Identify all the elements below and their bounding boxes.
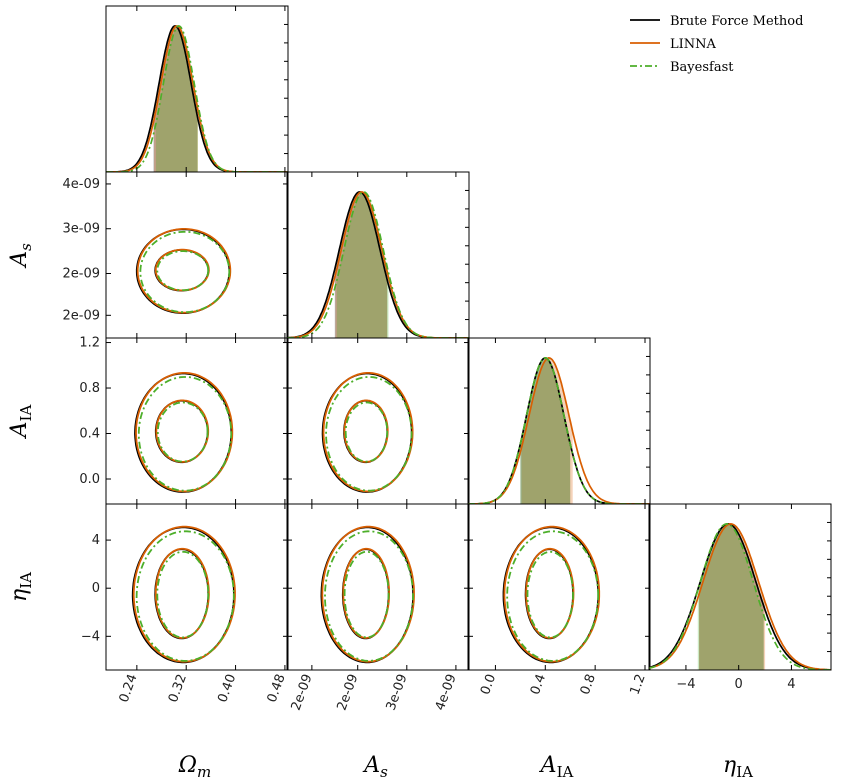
- x-tick-label: 4: [787, 677, 795, 692]
- legend-label-0: Brute Force Method: [670, 14, 803, 29]
- y-tick-label: 0: [92, 581, 100, 596]
- x-axis-label-1: As: [362, 753, 388, 781]
- contour-95-bayesfast-1-0: [139, 230, 231, 314]
- contour-68-bayesfast-1-0: [156, 250, 210, 291]
- y-axis-label-3: ηIA: [7, 572, 35, 602]
- marginal-brute-force-method-0: [106, 25, 288, 172]
- band-bayesfast-1: [336, 191, 389, 338]
- y-tick-label: 2e-09: [62, 308, 100, 323]
- panel-3-0: [105, 503, 289, 671]
- y-tick-label: 2e-09: [62, 267, 100, 282]
- legend-label-2: Bayesfast: [670, 60, 734, 75]
- panel-frame: [286, 503, 470, 671]
- panel-1-0: [105, 171, 289, 339]
- y-tick-label: 0.8: [79, 381, 100, 396]
- x-axis-label-0: Ωm: [178, 753, 211, 781]
- marginal-bayesfast-0: [106, 24, 288, 172]
- band-bayesfast-0: [156, 25, 198, 172]
- marginal-bayesfast-1: [287, 191, 469, 338]
- y-tick-label: 3e-09: [62, 222, 100, 237]
- contour-95-bayesfast-3-1: [324, 530, 414, 662]
- x-tick-label: 0.0: [478, 672, 499, 697]
- contour-68-bayesfast-2-1: [344, 401, 389, 463]
- marginal-linna-0: [106, 25, 288, 172]
- panel-2-0: [105, 337, 289, 505]
- x-axis-label-2: AIA: [539, 753, 574, 781]
- x-tick-label: 0.8: [578, 672, 599, 697]
- x-tick-label: 0.48: [265, 672, 289, 704]
- legend: Brute Force Method LINNA Bayesfast: [630, 14, 803, 75]
- x-tick-label: 2e-09: [335, 672, 362, 712]
- marginal-linna-3: [649, 523, 831, 670]
- contour-95-bayesfast-3-2: [506, 530, 600, 662]
- panel-frame: [105, 337, 289, 505]
- panel-1-1: [286, 171, 470, 339]
- contour-68-bayesfast-3-1: [343, 550, 390, 639]
- marginal-brute-force-method-3: [649, 523, 831, 670]
- y-tick-label: 4: [92, 533, 100, 548]
- contour-95-bayesfast-2-1: [325, 376, 413, 492]
- band-bayesfast-3: [697, 523, 764, 670]
- panel-2-2: [467, 337, 651, 505]
- x-tick-label: 3e-09: [384, 672, 411, 712]
- x-tick-label: 2e-09: [289, 672, 316, 712]
- x-tick-label: 4e-09: [433, 672, 460, 712]
- panel-0-0: [105, 5, 289, 173]
- band-bayesfast-2: [520, 357, 571, 504]
- y-tick-label: 4e-09: [62, 177, 100, 192]
- panel-3-1: [286, 503, 470, 671]
- contour-68-linna-2-1: [343, 399, 389, 463]
- contour-68-linna-3-0: [154, 547, 210, 639]
- contour-68-bayesfast-3-2: [526, 550, 574, 639]
- contour-95-bayesfast-3-0: [135, 530, 235, 662]
- x-tick-label: 0.32: [166, 672, 190, 704]
- contour-68-bayesfast-2-0: [156, 401, 209, 463]
- y-tick-label: 1.2: [79, 336, 100, 351]
- x-tick-label: 0: [735, 677, 743, 692]
- contour-68-linna-1-0: [154, 248, 210, 292]
- contour-95-linna-3-0: [132, 525, 236, 663]
- panel-frame: [286, 337, 470, 505]
- y-axis-label-1: As: [7, 243, 35, 269]
- x-axis-label-3: ηIA: [723, 753, 753, 781]
- panel-3-3: [648, 503, 832, 671]
- legend-label-1: LINNA: [670, 37, 717, 52]
- x-tick-label: 1.2: [628, 672, 649, 697]
- contour-95-bayesfast-2-0: [137, 376, 233, 492]
- contour-68-bayesfast-3-0: [156, 550, 210, 639]
- panel-frame: [105, 503, 289, 671]
- y-tick-label: −4: [81, 629, 100, 644]
- contour-68-linna-3-2: [525, 547, 575, 639]
- panels-layer: [105, 5, 832, 671]
- x-tick-label: 0.24: [117, 672, 141, 704]
- x-tick-label: 0.4: [528, 672, 549, 697]
- x-tick-label: 0.40: [215, 672, 239, 704]
- panel-frame: [648, 503, 832, 671]
- panel-frame: [467, 503, 651, 671]
- contour-68-linna-3-1: [342, 547, 390, 639]
- contour-95-linna-2-1: [322, 372, 414, 493]
- y-axis-label-2: AIA: [7, 405, 35, 440]
- panel-3-2: [467, 503, 651, 671]
- x-tick-label: −4: [676, 677, 695, 692]
- y-tick-label: 0.4: [79, 427, 100, 442]
- contour-95-linna-3-2: [503, 525, 601, 663]
- axis-labels-layer: 2e-09 2e-09 3e-09 4e-09 0.0 0.4 0.8 1.2 −4 0 4 0.24…: [7, 177, 796, 781]
- y-tick-label: 0.0: [79, 472, 100, 487]
- panel-2-1: [286, 337, 470, 505]
- band-brute-force-method-2: [520, 357, 571, 504]
